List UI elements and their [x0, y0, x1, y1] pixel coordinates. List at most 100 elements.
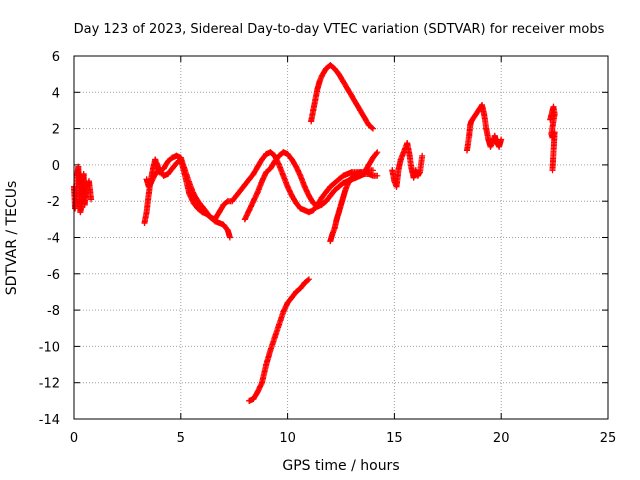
- data-point: [301, 207, 308, 214]
- data-point: [361, 114, 368, 121]
- data-point: [216, 209, 223, 216]
- data-point: [310, 207, 317, 214]
- data-point: [340, 172, 347, 179]
- data-point: [314, 203, 321, 210]
- series-arc-d: [143, 156, 233, 241]
- data-point: [177, 156, 184, 163]
- data-point: [391, 178, 398, 185]
- data-point: [374, 172, 381, 179]
- data-point: [226, 234, 233, 241]
- data-point: [297, 205, 304, 212]
- data-point: [340, 78, 347, 85]
- data-point: [160, 165, 167, 172]
- data-point: [280, 149, 287, 156]
- x-tick-label: 10: [279, 431, 296, 446]
- data-point: [306, 209, 312, 216]
- data-point: [338, 201, 344, 208]
- data-point: [152, 156, 159, 163]
- data-point: [207, 214, 214, 221]
- data-point: [374, 149, 381, 156]
- data-point: [77, 209, 84, 216]
- x-axis-label: GPS time / hours: [282, 458, 399, 474]
- data-point: [250, 396, 257, 402]
- data-point: [404, 140, 411, 147]
- data-point: [263, 169, 270, 176]
- y-axis-label: SDTVAR / TECUs: [4, 181, 20, 296]
- data-point: [284, 183, 291, 190]
- data-point: [293, 200, 300, 206]
- data-point: [288, 192, 295, 199]
- data-point: [335, 176, 342, 183]
- y-tick-label: -14: [39, 413, 60, 428]
- series-arc-g: [246, 276, 312, 404]
- data-point: [365, 161, 372, 168]
- data-point: [395, 165, 402, 172]
- data-point: [301, 279, 308, 286]
- data-point: [143, 176, 150, 183]
- data-point: [267, 165, 274, 172]
- data-point: [340, 180, 347, 186]
- data-point: [481, 111, 488, 118]
- data-point: [333, 216, 340, 223]
- data-point: [344, 171, 351, 177]
- data-point: [331, 180, 338, 186]
- data-point: [145, 183, 152, 190]
- data-point: [414, 172, 421, 179]
- data-point: [263, 361, 270, 368]
- data-point: [549, 134, 556, 141]
- y-tick-label: 2: [52, 123, 60, 138]
- x-tick-label: 20: [493, 431, 510, 446]
- data-point: [487, 143, 494, 150]
- data-point: [353, 100, 359, 107]
- data-point: [259, 156, 265, 163]
- data-point: [254, 163, 261, 170]
- data-point: [479, 102, 485, 108]
- data-point: [370, 125, 376, 132]
- series-arc-i: [389, 140, 426, 190]
- data-point: [397, 156, 404, 163]
- data-point: [550, 103, 557, 110]
- data-point: [318, 194, 325, 201]
- x-tick-label: 5: [177, 431, 185, 446]
- data-point: [241, 216, 248, 223]
- data-point: [224, 227, 231, 234]
- data-point: [154, 161, 161, 168]
- data-point: [419, 152, 426, 159]
- chart-title: Day 123 of 2023, Sidereal Day-to-day VTE…: [74, 22, 605, 37]
- x-tick-label: 15: [386, 431, 403, 446]
- y-tick-label: 0: [52, 159, 60, 174]
- data-point: [88, 196, 95, 203]
- data-point: [483, 125, 490, 132]
- data-point: [186, 190, 193, 197]
- data-point: [141, 220, 148, 226]
- x-tick-label: 0: [70, 431, 78, 446]
- data-point: [246, 207, 253, 214]
- data-point: [496, 143, 503, 150]
- y-tick-label: -8: [47, 304, 60, 319]
- data-point: [173, 152, 180, 159]
- data-point: [83, 183, 90, 190]
- data-point: [466, 132, 473, 139]
- plot-frame: [73, 55, 609, 420]
- data-point: [331, 225, 338, 232]
- data-point: [271, 158, 278, 165]
- data-point: [370, 154, 376, 161]
- data-point: [75, 169, 82, 176]
- y-tick-label: 6: [52, 50, 60, 65]
- data-point: [194, 205, 201, 212]
- data-point: [150, 165, 156, 172]
- data-point: [312, 96, 319, 103]
- data-point: [169, 165, 176, 172]
- data-point: [288, 156, 295, 163]
- data-point: [327, 192, 334, 199]
- data-point: [323, 189, 329, 196]
- data-point: [254, 189, 261, 196]
- data-point: [267, 149, 274, 156]
- data-point: [79, 190, 86, 197]
- data-point: [344, 181, 351, 188]
- data-point: [417, 169, 423, 176]
- data-point: [323, 198, 329, 205]
- data-point: [72, 205, 79, 212]
- data-point: [327, 238, 334, 245]
